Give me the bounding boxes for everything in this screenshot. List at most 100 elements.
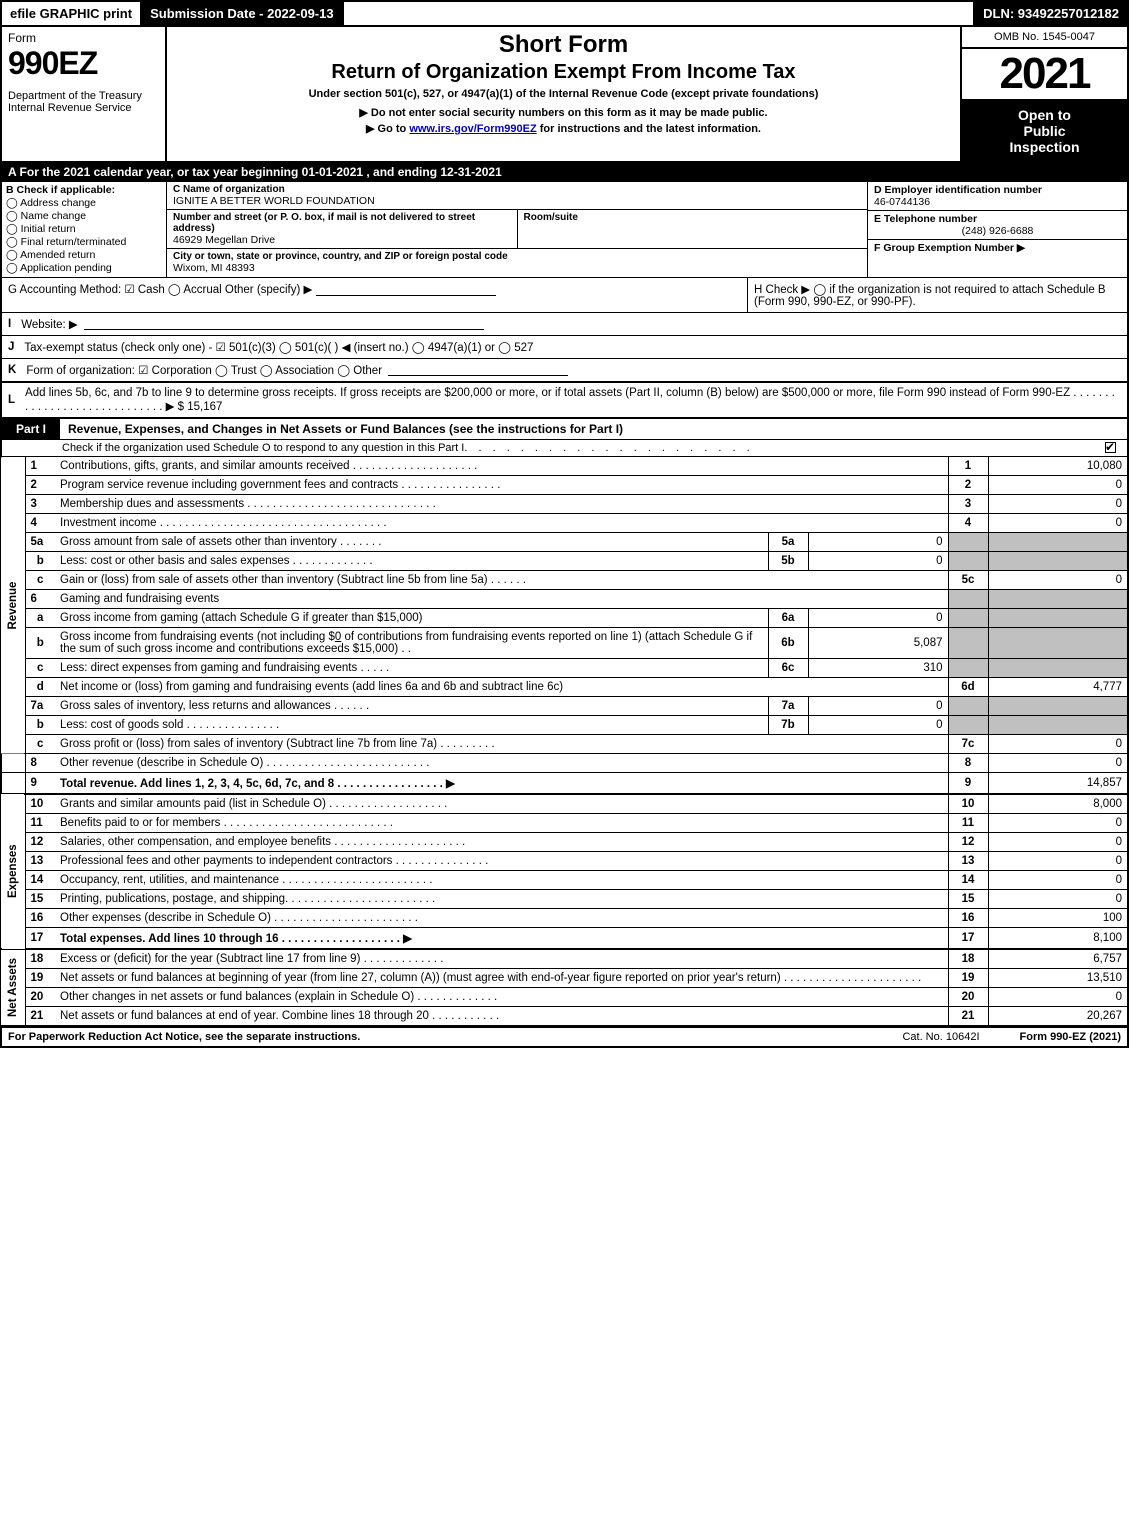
top-bar: efile GRAPHIC print Submission Date - 20… [0,0,1129,27]
line-6b-num: b [25,628,55,659]
chk-application-pending[interactable]: ◯ Application pending [6,262,162,274]
line-6b-amt-shaded [988,628,1128,659]
inspect-2: Public [966,123,1123,139]
schedule-o-checkbox[interactable] [1105,442,1116,453]
line-1-ref: 1 [948,457,988,476]
line-19-ref: 19 [948,969,988,988]
header-left-block: Form 990EZ Department of the Treasury In… [2,27,167,161]
part-1-table: Revenue 1 Contributions, gifts, grants, … [0,457,1129,1027]
part-1-tab: Part I [2,419,60,439]
line-8-amt: 0 [988,754,1128,773]
line-6a-inval: 0 [808,609,948,628]
title-return: Return of Organization Exempt From Incom… [175,61,952,84]
line-9-amt: 14,857 [988,773,1128,795]
org-city: Wixom, MI 48393 [173,262,861,274]
footer-paperwork: For Paperwork Reduction Act Notice, see … [8,1031,862,1043]
goto-post: for instructions and the latest informat… [537,123,761,135]
line-17-num: 17 [25,928,55,950]
page-footer: For Paperwork Reduction Act Notice, see … [0,1027,1129,1048]
footer-formref: Form 990-EZ (2021) [1020,1031,1121,1043]
line-6c-inval: 310 [808,659,948,678]
website-input[interactable] [84,318,484,330]
bullet-ssn: ▶ Do not enter social security numbers o… [175,106,952,119]
other-specify-input[interactable] [316,284,496,296]
line-11-amt: 0 [988,814,1128,833]
section-def-block: D Employer identification number 46-0744… [867,182,1127,277]
line-7a-inval: 0 [808,697,948,716]
line-5b-inval: 0 [808,552,948,571]
line-11-ref: 11 [948,814,988,833]
line-6-ref-shaded [948,590,988,609]
chk-address-change[interactable]: ◯ Address change [6,197,162,209]
side-expenses: Expenses [1,794,25,949]
line-16-desc: Other expenses (describe in Schedule O) … [55,909,948,928]
info-grid: B Check if applicable: ◯ Address change … [0,182,1129,278]
row-g-h: G Accounting Method: ☑ Cash ◯ Accrual Ot… [0,278,1129,313]
line-5b-desc: Less: cost or other basis and sales expe… [55,552,768,571]
irs-link[interactable]: www.irs.gov/Form990EZ [409,123,536,135]
line-6-num: 6 [25,590,55,609]
line-2-desc: Program service revenue including govern… [55,476,948,495]
line-19-num: 19 [25,969,55,988]
line-6c-amt-shaded [988,659,1128,678]
chk-amended-return[interactable]: ◯ Amended return [6,249,162,261]
line-5a-inref: 5a [768,533,808,552]
line-7a-desc: Gross sales of inventory, less returns a… [55,697,768,716]
line-2-ref: 2 [948,476,988,495]
line-8-desc: Other revenue (describe in Schedule O) .… [55,754,948,773]
line-7b-inval: 0 [808,716,948,735]
line-7a-ref-shaded [948,697,988,716]
header-right-block: OMB No. 1545-0047 2021 Open to Public In… [962,27,1127,161]
line-5b-num: b [25,552,55,571]
line-8-num: 8 [25,754,55,773]
addr-label: Number and street (or P. O. box, if mail… [173,212,511,234]
section-c-block: C Name of organization IGNITE A BETTER W… [167,182,867,277]
goto-pre: ▶ Go to [366,123,409,135]
side-blank-2 [1,773,25,795]
line-7c-amt: 0 [988,735,1128,754]
line-14-amt: 0 [988,871,1128,890]
efile-print-label[interactable]: efile GRAPHIC print [2,2,142,25]
line-19-desc: Net assets or fund balances at beginning… [55,969,948,988]
topbar-spacer [344,2,974,25]
line-12-amt: 0 [988,833,1128,852]
line-5a-num: 5a [25,533,55,552]
line-18-num: 18 [25,949,55,969]
row-h-text: Check ▶ ◯ if the organization is not req… [754,284,1106,308]
line-6b-inval: 5,087 [808,628,948,659]
ein-label: D Employer identification number [874,184,1121,196]
chk-name-change[interactable]: ◯ Name change [6,210,162,222]
section-b-title: B Check if applicable: [6,184,162,196]
line-3-amt: 0 [988,495,1128,514]
line-4-desc: Investment income . . . . . . . . . . . … [55,514,948,533]
line-16-ref: 16 [948,909,988,928]
line-7b-desc: Less: cost of goods sold . . . . . . . .… [55,716,768,735]
line-10-ref: 10 [948,794,988,814]
line-7a-inref: 7a [768,697,808,716]
line-7c-ref: 7c [948,735,988,754]
line-12-desc: Salaries, other compensation, and employ… [55,833,948,852]
line-20-num: 20 [25,988,55,1007]
line-7b-inref: 7b [768,716,808,735]
line-3-num: 3 [25,495,55,514]
line-6c-inref: 6c [768,659,808,678]
line-6b-desc: Gross income from fundraising events (no… [55,628,768,659]
form-label: Form [8,31,159,45]
line-1-amt: 10,080 [988,457,1128,476]
line-9-num: 9 [25,773,55,795]
line-5c-desc: Gain or (loss) from sale of assets other… [55,571,948,590]
part-1-header: Part I Revenue, Expenses, and Changes in… [0,419,1129,440]
row-k-text: Form of organization: ☑ Corporation ◯ Tr… [26,363,382,377]
ein-value: 46-0744136 [874,196,1121,208]
other-org-input[interactable] [388,364,568,376]
line-18-ref: 18 [948,949,988,969]
line-13-amt: 0 [988,852,1128,871]
chk-initial-return[interactable]: ◯ Initial return [6,223,162,235]
line-6c-desc: Less: direct expenses from gaming and fu… [55,659,768,678]
form-header: Form 990EZ Department of the Treasury In… [0,27,1129,163]
line-6-desc: Gaming and fundraising events [55,590,948,609]
section-a-period: A For the 2021 calendar year, or tax yea… [0,163,1129,182]
irs-label: Internal Revenue Service [8,102,159,114]
chk-final-return[interactable]: ◯ Final return/terminated [6,236,162,248]
line-5c-amt: 0 [988,571,1128,590]
